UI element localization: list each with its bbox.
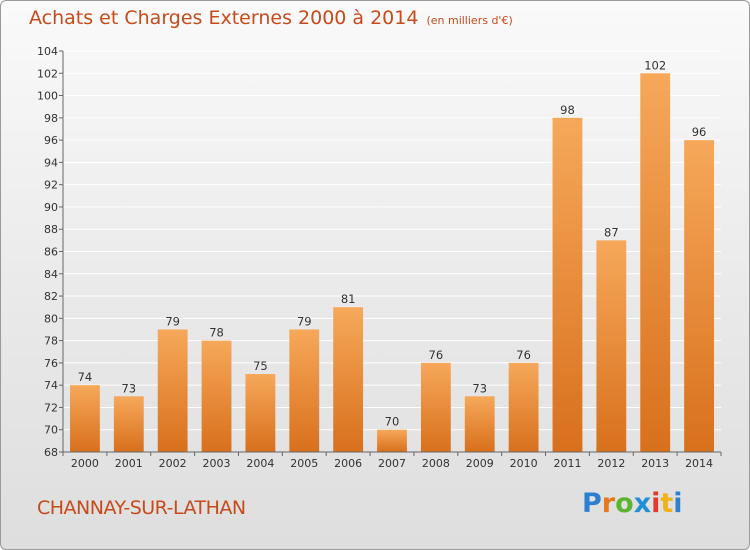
brand-letter: o <box>615 488 634 519</box>
brand-logo: Proxiti <box>582 488 683 519</box>
bar <box>640 73 671 453</box>
x-tick-label: 2010 <box>510 457 538 470</box>
y-tick-label: 74 <box>44 379 58 392</box>
y-tick-label: 90 <box>44 201 58 214</box>
bar <box>552 117 583 452</box>
y-tick-label: 96 <box>44 134 58 147</box>
x-tick-label: 2007 <box>378 457 406 470</box>
data-label: 79 <box>165 314 180 328</box>
y-tick-label: 76 <box>44 357 58 370</box>
x-tick-label: 2003 <box>203 457 231 470</box>
chart-subtitle: (en milliers d'€) <box>426 14 513 27</box>
y-tick-label: 84 <box>44 268 58 281</box>
bar <box>70 385 100 452</box>
bar <box>333 307 364 452</box>
data-label: 87 <box>604 225 619 239</box>
y-tick-label: 86 <box>44 246 58 259</box>
x-tick-label: 2002 <box>159 457 187 470</box>
x-tick-label: 2014 <box>685 457 713 470</box>
x-tick-label: 2011 <box>553 457 581 470</box>
y-tick-label: 70 <box>44 424 58 437</box>
y-tick-label: 82 <box>44 290 58 303</box>
brand-letter: t <box>660 488 674 519</box>
data-label: 73 <box>121 381 136 395</box>
y-tick-label: 72 <box>44 401 58 414</box>
brand-letter: i <box>673 488 683 519</box>
bar <box>113 396 144 452</box>
data-label: 70 <box>385 415 400 429</box>
brand-letter: x <box>633 488 652 519</box>
y-tick-label: 94 <box>44 156 58 169</box>
x-tick-label: 2000 <box>71 457 99 470</box>
chart-title-text: Achats et Charges Externes 2000 à 2014 <box>29 7 419 29</box>
bar <box>245 374 276 452</box>
commune-name: CHANNAY-SUR-LATHAN <box>37 497 246 519</box>
bar <box>508 362 539 452</box>
y-tick-label: 104 <box>37 45 58 58</box>
data-label: 78 <box>209 326 224 340</box>
bar <box>377 429 407 452</box>
y-tick-label: 78 <box>44 335 58 348</box>
data-label: 79 <box>297 314 312 328</box>
x-tick-label: 2012 <box>597 457 625 470</box>
data-label: 73 <box>472 381 487 395</box>
data-label: 96 <box>692 125 707 139</box>
x-tick-label: 2004 <box>246 457 274 470</box>
bar <box>157 329 188 452</box>
x-tick-label: 2006 <box>334 457 362 470</box>
x-tick-label: 2005 <box>290 457 318 470</box>
bar <box>420 362 451 452</box>
x-tick-label: 2013 <box>641 457 669 470</box>
y-tick-label: 100 <box>37 90 58 103</box>
bar <box>201 340 232 452</box>
brand-letter: P <box>582 488 602 519</box>
x-tick-label: 2009 <box>466 457 494 470</box>
y-tick-label: 68 <box>44 446 58 459</box>
brand-letter: r <box>601 488 616 519</box>
chart-title: Achats et Charges Externes 2000 à 2014 (e… <box>29 7 513 29</box>
data-label: 75 <box>253 359 268 373</box>
bar <box>596 240 627 452</box>
data-label: 76 <box>516 348 531 362</box>
y-tick-label: 92 <box>44 179 58 192</box>
data-label: 76 <box>429 348 444 362</box>
y-tick-label: 80 <box>44 312 58 325</box>
data-label: 81 <box>341 292 356 306</box>
data-label: 74 <box>78 370 93 384</box>
bar <box>289 329 320 452</box>
y-tick-label: 102 <box>37 67 58 80</box>
bar <box>684 140 714 452</box>
x-tick-label: 2001 <box>115 457 143 470</box>
x-tick-label: 2008 <box>422 457 450 470</box>
y-tick-label: 88 <box>44 223 58 236</box>
brand-letter: i <box>651 488 661 519</box>
data-label: 98 <box>560 103 575 117</box>
data-label: 102 <box>644 58 666 72</box>
y-tick-label: 98 <box>44 112 58 125</box>
bar <box>464 396 495 452</box>
